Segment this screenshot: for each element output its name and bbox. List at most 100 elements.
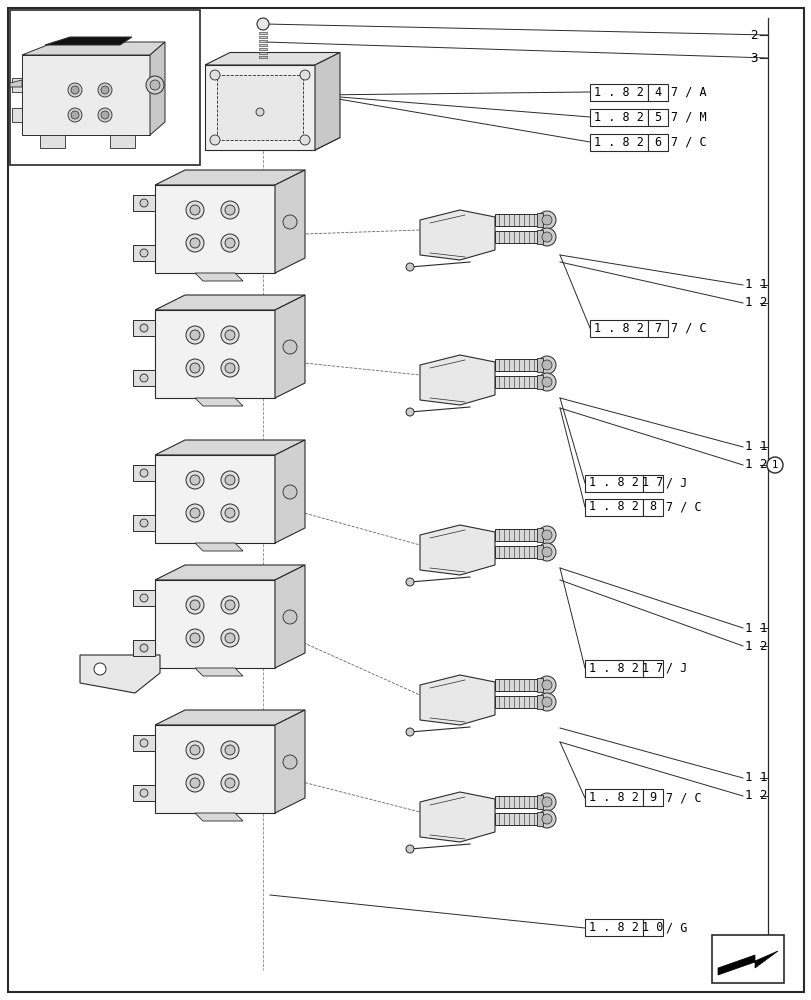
Bar: [259, 52, 267, 54]
Polygon shape: [155, 455, 275, 543]
Circle shape: [541, 797, 551, 807]
Circle shape: [541, 360, 551, 370]
Circle shape: [190, 363, 200, 373]
Circle shape: [541, 814, 551, 824]
Circle shape: [150, 80, 160, 90]
Circle shape: [255, 108, 264, 116]
Circle shape: [186, 471, 204, 489]
Bar: [584, 789, 642, 806]
Circle shape: [190, 330, 200, 340]
Circle shape: [283, 485, 297, 499]
Circle shape: [190, 600, 200, 610]
Circle shape: [225, 508, 234, 518]
Circle shape: [766, 457, 782, 473]
Polygon shape: [536, 695, 543, 709]
Circle shape: [406, 728, 414, 736]
Circle shape: [283, 755, 297, 769]
Circle shape: [186, 774, 204, 792]
Polygon shape: [133, 465, 155, 481]
Text: 1 1: 1 1: [744, 278, 766, 292]
Bar: [590, 109, 647, 126]
Bar: [259, 32, 267, 34]
Circle shape: [210, 135, 220, 145]
Polygon shape: [133, 245, 155, 261]
Bar: [647, 109, 667, 126]
Text: 1 0: 1 0: [642, 921, 663, 934]
Text: 1: 1: [771, 460, 777, 470]
Polygon shape: [155, 440, 305, 455]
Text: 1 . 8 2: 1 . 8 2: [588, 921, 638, 934]
Text: 2: 2: [749, 29, 757, 42]
Circle shape: [190, 778, 200, 788]
Text: 7 / A: 7 / A: [670, 86, 706, 99]
Polygon shape: [419, 355, 495, 405]
Polygon shape: [495, 679, 539, 691]
Polygon shape: [22, 55, 150, 135]
Text: 4: 4: [654, 86, 661, 99]
Circle shape: [68, 108, 82, 122]
Circle shape: [139, 324, 148, 332]
Bar: [642, 498, 663, 516]
Text: 1 7: 1 7: [642, 662, 663, 674]
Circle shape: [186, 359, 204, 377]
Circle shape: [186, 596, 204, 614]
Text: 7 / C: 7 / C: [670, 136, 706, 149]
Bar: [584, 498, 642, 516]
Circle shape: [101, 86, 109, 94]
Bar: [590, 134, 647, 151]
Circle shape: [186, 326, 204, 344]
Bar: [584, 919, 642, 936]
Circle shape: [71, 111, 79, 119]
Text: 1 . 8 2: 1 . 8 2: [588, 662, 638, 674]
Polygon shape: [536, 358, 543, 372]
Polygon shape: [195, 273, 242, 281]
Circle shape: [541, 680, 551, 690]
Polygon shape: [155, 710, 305, 725]
Circle shape: [225, 778, 234, 788]
Circle shape: [541, 697, 551, 707]
Circle shape: [186, 201, 204, 219]
Polygon shape: [12, 108, 22, 122]
Bar: [259, 48, 267, 50]
Bar: [590, 320, 647, 336]
Circle shape: [283, 215, 297, 229]
Text: 1 . 8 2: 1 . 8 2: [594, 111, 643, 124]
Circle shape: [68, 83, 82, 97]
Polygon shape: [275, 710, 305, 813]
Text: 6: 6: [654, 136, 661, 149]
Circle shape: [221, 629, 238, 647]
Polygon shape: [204, 53, 340, 65]
Circle shape: [541, 547, 551, 557]
Circle shape: [225, 238, 234, 248]
Circle shape: [225, 600, 234, 610]
Circle shape: [283, 610, 297, 624]
Circle shape: [186, 504, 204, 522]
Polygon shape: [495, 796, 539, 808]
Polygon shape: [155, 565, 305, 580]
Polygon shape: [133, 590, 155, 606]
Circle shape: [190, 745, 200, 755]
Polygon shape: [419, 210, 495, 260]
Circle shape: [190, 633, 200, 643]
Circle shape: [538, 373, 556, 391]
Polygon shape: [10, 80, 22, 87]
Text: 7 / C: 7 / C: [665, 791, 701, 804]
Circle shape: [221, 201, 238, 219]
Bar: [647, 320, 667, 336]
Polygon shape: [275, 565, 305, 668]
Bar: [259, 36, 267, 38]
Text: 1 2: 1 2: [744, 789, 766, 802]
Text: / G: / G: [665, 921, 687, 934]
Circle shape: [538, 211, 556, 229]
Polygon shape: [155, 580, 275, 668]
Circle shape: [225, 330, 234, 340]
Circle shape: [190, 475, 200, 485]
Bar: [647, 84, 667, 101]
Circle shape: [538, 693, 556, 711]
Polygon shape: [536, 528, 543, 542]
Polygon shape: [536, 678, 543, 692]
Polygon shape: [217, 75, 303, 140]
Circle shape: [299, 70, 310, 80]
Circle shape: [221, 359, 238, 377]
Circle shape: [101, 111, 109, 119]
